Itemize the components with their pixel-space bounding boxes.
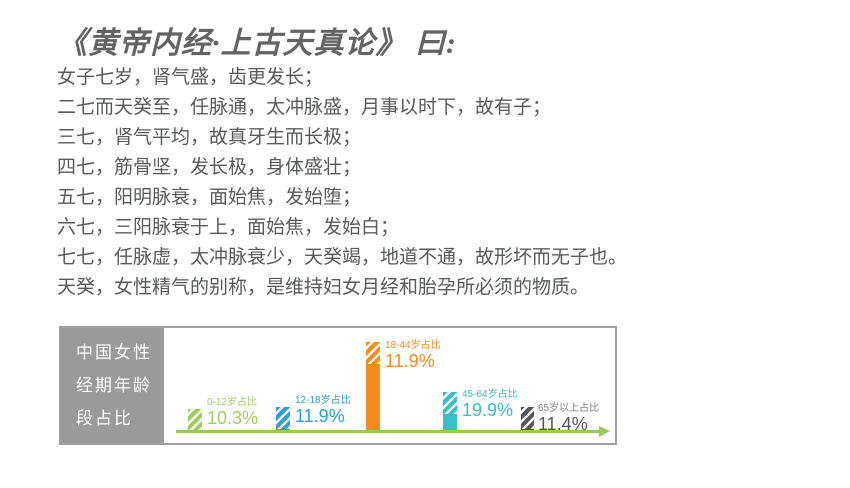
- bar-value-text: 10.3%: [207, 408, 259, 428]
- axis-baseline: [176, 430, 599, 433]
- bar-hatch-pattern: [188, 409, 202, 430]
- verse-line: 五七，阳明脉衰，面始焦，发始堕；: [57, 187, 362, 208]
- bar-45-64: [443, 392, 457, 430]
- bar-label-18-44: 18-44岁占比 11.9%: [385, 340, 441, 371]
- chart-side-title: 中国女性 经期年龄 段占比: [61, 328, 164, 443]
- quote-verses: 女子七岁，肾气盛，齿更发长； 二七而天癸至，任脉通，太冲脉盛，月事以时下，故有子…: [57, 63, 797, 303]
- bar-range-text: 45-64岁占比: [462, 389, 518, 400]
- bar-value-text: 11.9%: [295, 406, 345, 426]
- bar-0-12: [188, 409, 202, 430]
- bar-range-text: 12-18岁占比: [295, 395, 351, 406]
- bar-12-18: [276, 407, 290, 430]
- chart-panel: 中国女性 经期年龄 段占比 0-12岁占比: [59, 326, 617, 445]
- verse-line: 六七，三阳脉衰于上，面始焦，发始白；: [57, 217, 400, 238]
- bar-hatch-pattern: [443, 392, 457, 414]
- verse-line: 二七而天癸至，任脉通，太冲脉盛，月事以时下，故有子；: [57, 97, 552, 118]
- bar-value-text: 11.4%: [538, 414, 588, 434]
- chart-side-title-line: 中国女性: [76, 343, 152, 362]
- bar-value-text: 19.9%: [462, 400, 514, 420]
- bar-hatch-pattern: [521, 407, 534, 429]
- bar-label-0-12: 0-12岁占比 10.3%: [207, 397, 258, 428]
- verse-line: 天癸，女性精气的别称，是维持妇女月经和胎孕所必须的物质。: [57, 277, 590, 298]
- verse-line: 三七，肾气平均，故真牙生而长极；: [57, 127, 362, 148]
- bar-label-65-plus: 65岁以上占比 11.4%: [538, 403, 599, 434]
- chart-side-title-line: 经期年龄: [76, 376, 152, 395]
- bar-label-45-64: 45-64岁占比 19.9%: [462, 389, 518, 420]
- bar-range-text: 0-12岁占比: [207, 397, 258, 408]
- bar-hatch-pattern: [366, 342, 380, 364]
- bar-range-text: 18-44岁占比: [385, 340, 441, 351]
- bar-18-44: [366, 342, 380, 430]
- bar-hatch-pattern: [276, 407, 290, 429]
- bar-chart: 0-12岁占比 10.3% 12-18岁占比 11.9% 18-44岁占比 11…: [164, 328, 615, 443]
- bar-label-12-18: 12-18岁占比 11.9%: [295, 395, 351, 426]
- verse-line: 女子七岁，肾气盛，齿更发长；: [57, 67, 324, 88]
- bar-65-plus: [521, 407, 534, 430]
- bar-range-text: 65岁以上占比: [538, 403, 600, 414]
- bar-value-text: 11.9%: [385, 351, 435, 371]
- verse-line: 四七，筋骨坚，发长极，身体盛壮；: [57, 157, 362, 178]
- axis-arrow-icon: [599, 426, 610, 437]
- chart-side-title-line: 段占比: [76, 409, 133, 428]
- quote-title: 《黄帝内经·上古天真论》 曰:: [57, 27, 457, 60]
- verse-line: 七七，任脉虚，太冲脉衰少，天癸竭，地道不通，故形坏而无子也。: [57, 247, 628, 268]
